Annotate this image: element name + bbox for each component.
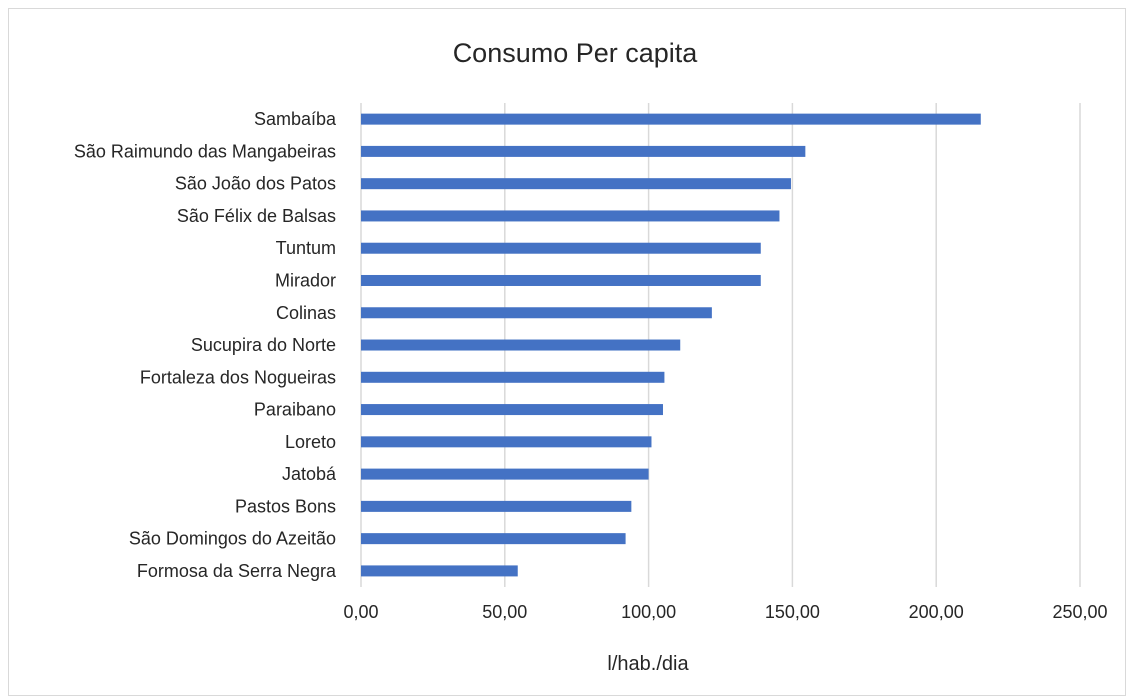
category-label: Pastos Bons [235, 496, 336, 516]
x-tick-label: 250,00 [1052, 602, 1107, 622]
bar [361, 565, 518, 577]
category-label: Sucupira do Norte [191, 335, 336, 355]
bars [361, 113, 981, 577]
bar [361, 274, 761, 286]
bar [361, 500, 632, 512]
category-label: Tuntum [276, 238, 336, 258]
chart-title: Consumo Per capita [453, 38, 699, 68]
category-label: São Raimundo das Mangabeiras [74, 141, 336, 161]
category-label: Loreto [285, 432, 336, 452]
x-tick-label: 0,00 [343, 602, 378, 622]
bar [361, 113, 981, 125]
bar [361, 145, 806, 157]
category-label: São João dos Patos [175, 174, 336, 194]
category-label: Jatobá [282, 464, 337, 484]
bar [361, 371, 665, 383]
bar [361, 436, 652, 448]
category-label: Mirador [275, 270, 336, 290]
category-label: Fortaleza dos Nogueiras [140, 367, 336, 387]
category-label: Colinas [276, 303, 336, 323]
bar [361, 242, 761, 254]
x-tick-label: 200,00 [909, 602, 964, 622]
category-label: Paraibano [254, 400, 336, 420]
category-labels: Sambaíba São Raimundo das Mangabeiras São … [74, 109, 337, 581]
bar [361, 307, 712, 319]
category-label: São Félix de Balsas [177, 206, 336, 226]
x-tick-label: 50,00 [482, 602, 527, 622]
category-label: Formosa da Serra Negra [137, 561, 337, 581]
bar [361, 533, 626, 545]
category-label: Sambaíba [254, 109, 337, 129]
category-label: São Domingos do Azeitão [129, 529, 336, 549]
x-axis-title: l/hab./dia [607, 653, 689, 675]
x-tick-label: 100,00 [621, 602, 676, 622]
x-tick-label: 150,00 [765, 602, 820, 622]
bar [361, 404, 663, 416]
bar [361, 339, 681, 351]
x-tick-labels: 0,00 50,00 100,00 150,00 200,00 250,00 [343, 602, 1107, 622]
bar [361, 468, 649, 480]
bar [361, 178, 791, 190]
bar [361, 210, 780, 222]
